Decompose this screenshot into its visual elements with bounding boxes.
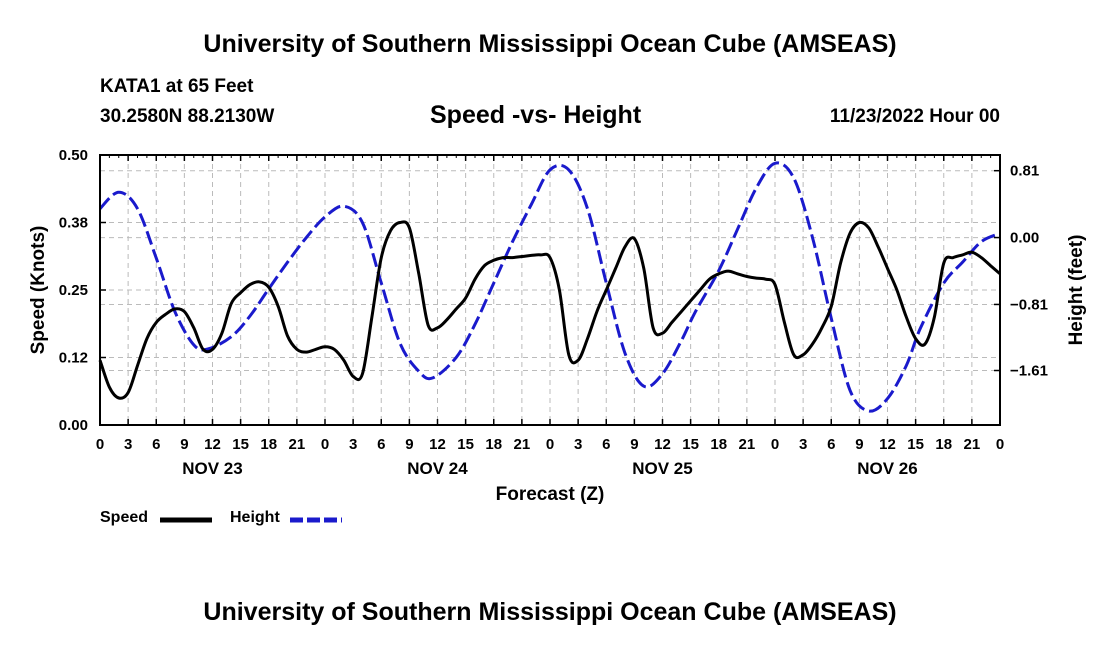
x-tick-label: 21 — [739, 436, 756, 453]
chart-grid — [100, 155, 1000, 425]
chart-axes: 0 3 6 9 12 15 18 21 0 3 6 9 12 15 18 21 0 3 6 9 12 15 18 21 0 3 6 9… — [59, 147, 1048, 478]
x-tick-label: 0 — [321, 436, 329, 453]
x-tick-label: 6 — [827, 436, 835, 453]
station-label: KATA1 at 65 Feet — [100, 76, 254, 97]
x-tick-label: 3 — [124, 436, 132, 453]
legend-speed-label: Speed — [100, 509, 149, 526]
x-tick-label: 12 — [879, 436, 896, 453]
x-tick-label: 18 — [260, 436, 277, 453]
x-tick-label: 9 — [855, 436, 863, 453]
x-tick-label: 21 — [514, 436, 531, 453]
x-tick-label: 6 — [152, 436, 160, 453]
x-tick-label: 3 — [574, 436, 582, 453]
page-title: University of Southern Mississippi Ocean… — [203, 30, 897, 58]
x-tick-label: 12 — [654, 436, 671, 453]
x-tick-label: 18 — [485, 436, 502, 453]
footer-title: University of Southern Mississippi Ocean… — [203, 598, 897, 626]
y-tick-label: 0.12 — [59, 350, 88, 367]
x-axis-label: Forecast (Z) — [496, 484, 605, 505]
day-label: NOV 24 — [407, 459, 468, 478]
x-tick-label: 3 — [799, 436, 807, 453]
x-tick-label: 18 — [935, 436, 952, 453]
height-series-line — [98, 161, 1001, 413]
legend-height-label: Height — [230, 509, 280, 526]
x-tick-label: 0 — [996, 436, 1004, 453]
y-tick-label: 0.25 — [59, 282, 88, 299]
x-tick-label: 6 — [377, 436, 385, 453]
y2-tick-label: −0.81 — [1010, 296, 1048, 313]
y2-tick-label: 0.00 — [1010, 230, 1039, 247]
y-tick-label: 0.00 — [59, 417, 88, 434]
y2-tick-label: −1.61 — [1010, 363, 1048, 380]
station-coordinates: 30.2580N 88.2130W — [100, 106, 275, 127]
y-tick-label: 0.50 — [59, 147, 88, 164]
x-tick-label: 15 — [907, 436, 924, 453]
x-tick-label: 0 — [546, 436, 554, 453]
day-label: NOV 25 — [632, 459, 692, 478]
x-tick-label: 15 — [457, 436, 474, 453]
speed-series-line — [98, 220, 1001, 400]
x-tick-label: 12 — [204, 436, 221, 453]
chart-subtitle: Speed -vs- Height — [430, 101, 642, 129]
y2-axis-label: Height (feet) — [1066, 235, 1087, 346]
x-tick-label: 3 — [349, 436, 357, 453]
x-tick-label: 12 — [429, 436, 446, 453]
y2-tick-label: 0.81 — [1010, 163, 1039, 180]
x-tick-label: 0 — [96, 436, 104, 453]
x-tick-label: 21 — [964, 436, 981, 453]
x-tick-label: 15 — [682, 436, 699, 453]
day-label: NOV 26 — [857, 459, 917, 478]
x-tick-label: 9 — [180, 436, 188, 453]
x-tick-label: 9 — [630, 436, 638, 453]
x-tick-label: 9 — [405, 436, 413, 453]
x-tick-label: 18 — [710, 436, 727, 453]
x-tick-label: 21 — [289, 436, 306, 453]
y-tick-label: 0.38 — [59, 215, 88, 232]
x-tick-label: 15 — [232, 436, 249, 453]
day-label: NOV 23 — [182, 459, 242, 478]
chart-series — [98, 161, 1001, 413]
x-tick-label: 0 — [771, 436, 779, 453]
forecast-datetime: 11/23/2022 Hour 00 — [829, 106, 1000, 127]
x-tick-label: 6 — [602, 436, 610, 453]
y-axis-label: Speed (Knots) — [28, 226, 49, 355]
